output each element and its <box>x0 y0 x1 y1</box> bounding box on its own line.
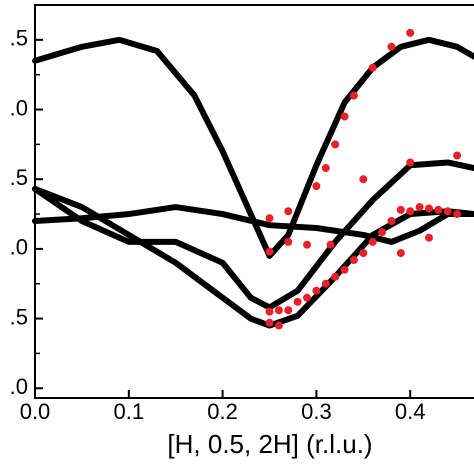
data-point <box>321 164 330 173</box>
data-point <box>387 42 396 51</box>
data-point <box>359 175 368 184</box>
y-tick-label: .5 <box>10 26 28 51</box>
data-point <box>424 233 433 242</box>
data-point <box>368 63 377 72</box>
data-point <box>349 91 358 100</box>
data-point <box>331 272 340 281</box>
x-tick-label: 0.1 <box>114 399 145 424</box>
y-tick-label: .0 <box>10 374 28 399</box>
x-axis-label: [H, 0.5, 2H] (r.l.u.) <box>167 429 372 459</box>
data-point <box>265 247 274 256</box>
data-point <box>349 256 358 265</box>
data-point <box>331 140 340 149</box>
data-point <box>340 265 349 274</box>
data-point <box>406 28 415 37</box>
y-tick-label: .5 <box>10 165 28 190</box>
data-point <box>303 293 312 302</box>
data-point <box>303 240 312 249</box>
x-tick-label: 0.3 <box>301 399 332 424</box>
data-point <box>321 279 330 288</box>
data-point <box>326 240 335 249</box>
data-point <box>284 207 293 216</box>
data-point <box>368 237 377 246</box>
data-point <box>293 297 302 306</box>
data-point <box>453 210 462 219</box>
data-point <box>359 249 368 258</box>
data-point <box>378 228 387 237</box>
curve <box>32 36 474 259</box>
data-point <box>265 214 274 223</box>
data-point <box>406 207 415 216</box>
data-point <box>415 203 424 212</box>
y-tick-label: .0 <box>10 235 28 260</box>
data-point <box>424 204 433 213</box>
plot-frame <box>34 4 474 399</box>
data-point <box>284 237 293 246</box>
data-point <box>340 112 349 121</box>
data-point <box>312 182 321 191</box>
data-point <box>387 217 396 226</box>
curve <box>32 204 474 245</box>
x-tick-label: 0.4 <box>395 399 426 424</box>
data-point <box>265 318 274 327</box>
y-tick-label: .5 <box>10 304 28 329</box>
x-tick-label: 0.0 <box>20 399 51 424</box>
data-point <box>443 207 452 216</box>
data-point <box>265 307 274 316</box>
x-tick-label: 0.2 <box>207 399 238 424</box>
data-point <box>453 151 462 160</box>
data-point <box>274 306 283 315</box>
data-point <box>274 321 283 330</box>
data-point <box>396 249 405 258</box>
y-tick-label: .0 <box>10 95 28 120</box>
data-point <box>284 306 293 315</box>
data-point <box>396 205 405 214</box>
data-point <box>312 286 321 295</box>
data-point <box>406 158 415 167</box>
data-point <box>434 205 443 214</box>
